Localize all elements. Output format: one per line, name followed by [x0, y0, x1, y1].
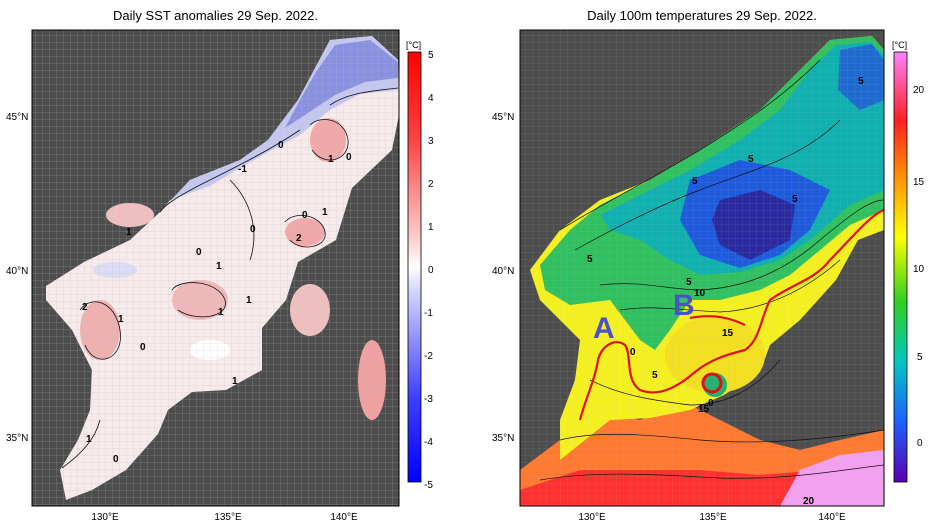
marker-a: A: [593, 312, 615, 345]
right-colorbar-ticks: 20 15 10 5 0: [913, 85, 925, 449]
contour-label: 0: [708, 398, 714, 409]
contour-label: 1: [126, 227, 132, 238]
contour-label: 5: [748, 154, 754, 165]
colorbar-tick-label: 15: [913, 177, 925, 188]
left-contour-labels: 0 -1 1 0 1 0 1 0 2 1 0 1 1 1 0 2 1 0 1: [82, 140, 352, 465]
right-contour-labels: 5 5 5 5 5 5 10 15 0 5 0 15 20: [587, 76, 864, 507]
contour-label: 1: [328, 154, 334, 165]
contour-label: 10: [694, 288, 706, 299]
contour-label: 0: [346, 152, 352, 163]
right-map: [520, 30, 884, 506]
right-front-line: [578, 208, 884, 421]
lon-label: 130°E: [578, 512, 606, 523]
colorbar-tick-label: -1: [424, 308, 433, 319]
colorbar-tick-label: 0: [917, 438, 923, 449]
lat-label: 40°N: [6, 266, 28, 277]
contour-label: 0: [302, 210, 308, 221]
contour-label: 5: [652, 370, 658, 381]
lat-label: 45°N: [492, 112, 514, 123]
left-lat-axis: 45°N 40°N 35°N: [6, 112, 28, 444]
colorbar-tick-label: -5: [424, 480, 433, 491]
lat-label: 40°N: [492, 266, 514, 277]
lon-label: 130°E: [91, 512, 119, 523]
left-contours: [61, 87, 399, 469]
lon-label: 140°E: [818, 512, 846, 523]
left-map: [32, 30, 399, 506]
contour-label: 1: [218, 307, 224, 318]
lon-label: 135°E: [699, 512, 727, 523]
contour-label: 0: [278, 140, 284, 151]
lat-label: 45°N: [6, 112, 28, 123]
contour-label: 1: [118, 314, 124, 325]
contour-label: 1: [216, 261, 222, 272]
left-colorbar-unit: [°C]: [406, 40, 421, 50]
colorbar-tick-label: -3: [424, 394, 433, 405]
colorbar-tick-label: -4: [424, 437, 433, 448]
right-colorbar: [893, 51, 908, 483]
right-map-frame: [519, 29, 885, 507]
colorbar-tick-label: -2: [424, 351, 433, 362]
contour-label: 1: [232, 376, 238, 387]
right-panel-title: Daily 100m temperatures 29 Sep. 2022.: [587, 8, 817, 23]
colorbar-tick-label: 5: [917, 352, 923, 363]
colorbar-tick-label: 4: [428, 93, 434, 104]
left-colorbar-ticks: 5 4 3 2 1 0 -1 -2 -3 -4 -5: [424, 50, 434, 491]
contour-label: 5: [858, 76, 864, 87]
right-isotherms: [539, 59, 884, 481]
contour-label: 2: [296, 233, 302, 244]
contour-label: 15: [698, 404, 710, 415]
contour-label: 1: [246, 295, 252, 306]
colorbar-tick-label: 2: [428, 179, 434, 190]
contour-label: 5: [686, 277, 692, 288]
contour-label: 0: [140, 342, 146, 353]
contour-label: 5: [792, 194, 798, 205]
colorbar-tick-label: 1: [428, 222, 434, 233]
right-lat-axis: 45°N 40°N 35°N: [492, 112, 514, 444]
contour-label: 20: [803, 496, 815, 507]
lat-label: 35°N: [6, 433, 28, 444]
contour-label: 1: [86, 434, 92, 445]
right-markers: A B: [593, 289, 695, 345]
colorbar-tick-label: 10: [913, 264, 925, 275]
left-colorbar: [407, 51, 422, 483]
contour-label: 1: [322, 207, 328, 218]
contour-label: 0: [630, 347, 636, 358]
contour-label: 5: [692, 176, 698, 187]
left-map-frame: [31, 29, 400, 507]
colorbar-tick-label: 20: [913, 85, 925, 96]
contour-label: 15: [722, 328, 734, 339]
right-front-line: [689, 315, 746, 326]
contour-label: 5: [587, 254, 593, 265]
marker-b: B: [673, 289, 695, 322]
colorbar-tick-label: 5: [428, 50, 434, 61]
right-colorbar-unit: [°C]: [892, 40, 907, 50]
contour-label: -1: [238, 164, 247, 175]
right-eddy-ring: [701, 372, 723, 394]
contour-label: 2: [82, 302, 88, 313]
right-lon-axis: 130°E 135°E 140°E: [578, 512, 846, 523]
left-panel-title: Daily SST anomalies 29 Sep. 2022.: [113, 8, 318, 23]
contour-label: 0: [250, 224, 256, 235]
lat-label: 35°N: [492, 433, 514, 444]
lon-label: 135°E: [214, 512, 242, 523]
colorbar-tick-label: 3: [428, 136, 434, 147]
left-lon-axis: 130°E 135°E 140°E: [91, 512, 358, 523]
contour-label: 0: [113, 454, 119, 465]
lon-label: 140°E: [330, 512, 358, 523]
contour-label: 0: [196, 247, 202, 258]
colorbar-tick-label: 0: [428, 265, 434, 276]
